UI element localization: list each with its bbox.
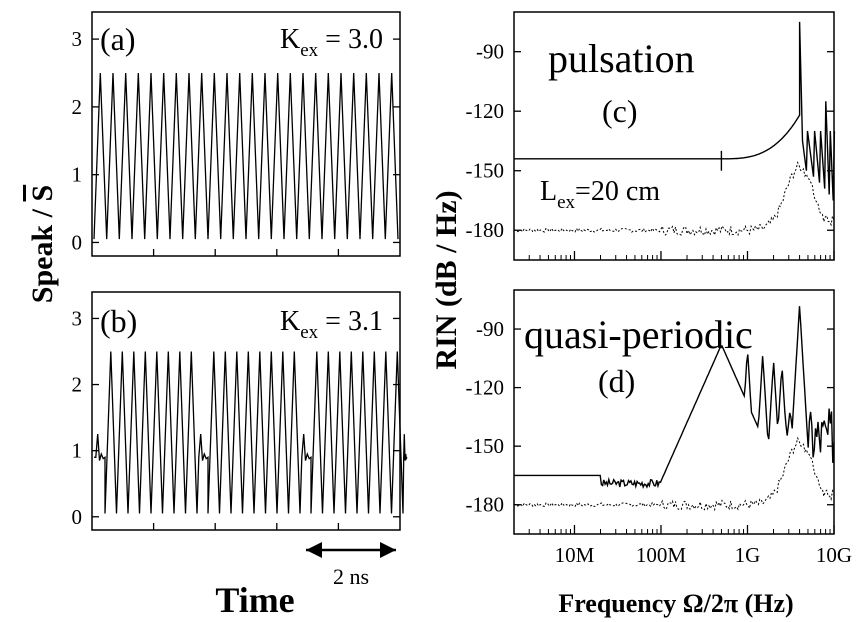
panel-c-series-solid bbox=[513, 21, 836, 201]
panel-c-l: L bbox=[540, 176, 557, 207]
panel-a-label: (a) bbox=[100, 21, 136, 57]
panel-c: -90 -120 -150 -180 pulsation (c) Lex=20 cm bbox=[466, 11, 836, 261]
panel-d-ytick-label: -90 bbox=[476, 317, 504, 341]
panel-a-ytick-label: 1 bbox=[72, 163, 83, 187]
panel-c-ytick-label: -120 bbox=[466, 99, 505, 123]
panel-b: 0 1 2 3 (b) Kex = 3.1 2 ns Time bbox=[72, 291, 408, 620]
panel-b-ytick-label: 1 bbox=[72, 439, 83, 463]
panel-c-ytick-label: -150 bbox=[466, 159, 505, 183]
left-ylabel-s: S bbox=[26, 185, 59, 202]
panel-d-ytick-label: -120 bbox=[466, 376, 505, 400]
panel-a-ytick-label: 2 bbox=[72, 95, 83, 119]
right-ylabel: RIN (dB / Hz) bbox=[430, 190, 463, 369]
panel-a-ytick-label: 3 bbox=[72, 27, 83, 51]
panel-d-ytick-label: -180 bbox=[466, 493, 505, 517]
panel-a: 0 1 2 3 (a) Kex = 3.0 bbox=[72, 11, 401, 257]
scale-bar-label: 2 ns bbox=[333, 564, 369, 589]
panel-b-series bbox=[93, 351, 408, 514]
panel-d-ticks: -90 -120 -150 -180 10M 100M 1G 10G bbox=[466, 317, 853, 567]
panel-d-ytick-label: -150 bbox=[466, 434, 505, 458]
panel-c-series-dotted bbox=[513, 161, 835, 237]
panel-c-ytick-label: -180 bbox=[466, 218, 505, 242]
panel-a-k: K bbox=[280, 24, 300, 55]
panel-d-xtick-label: 10M bbox=[555, 543, 595, 567]
panel-d-label: (d) bbox=[598, 363, 635, 399]
panel-a-ytick-label: 0 bbox=[72, 230, 83, 254]
left-xlabel: Time bbox=[215, 580, 294, 620]
panel-a-series bbox=[93, 72, 399, 240]
panel-c-l-value: =20 cm bbox=[575, 176, 660, 207]
panel-a-kex: Kex = 3.0 bbox=[280, 24, 383, 61]
panel-d-xtick-label: 10G bbox=[816, 543, 852, 567]
panel-b-kex: Kex = 3.1 bbox=[280, 306, 383, 343]
panel-c-label: (c) bbox=[602, 93, 638, 129]
panel-b-yticks: 0 1 2 3 bbox=[72, 306, 400, 530]
right-xlabel: Frequency Ω/2π (Hz) bbox=[558, 589, 793, 618]
panel-d-series-solid bbox=[514, 306, 835, 490]
scale-bar: 2 ns bbox=[306, 542, 396, 589]
left-ylabel: Speak / S bbox=[26, 185, 59, 303]
panel-c-lex: Lex=20 cm bbox=[540, 176, 660, 213]
left-ylabel-main: Speak / bbox=[26, 201, 59, 303]
panel-a-k-value: = 3.0 bbox=[318, 24, 383, 55]
panel-a-yticks: 0 1 2 3 bbox=[72, 27, 400, 256]
panel-d: -90 -120 -150 -180 10M 100M 1G 10G quasi-period… bbox=[466, 289, 853, 618]
panel-b-k: K bbox=[280, 306, 300, 337]
panel-b-ytick-label: 2 bbox=[72, 373, 83, 397]
panel-b-ytick-label: 0 bbox=[72, 505, 83, 529]
panel-d-series-dotted bbox=[513, 436, 835, 512]
panel-d-frame bbox=[513, 289, 835, 535]
panel-c-l-sub: ex bbox=[557, 192, 575, 213]
panel-c-title: pulsation bbox=[548, 36, 695, 81]
panel-d-xtick-label: 1G bbox=[735, 543, 761, 567]
panel-d-xtick-label: 100M bbox=[636, 543, 687, 567]
panel-a-frame bbox=[91, 11, 401, 257]
panel-a-k-sub: ex bbox=[300, 40, 318, 61]
panel-b-ytick-label: 3 bbox=[72, 306, 83, 330]
svg-text:Speak / S: Speak / S bbox=[26, 185, 59, 303]
panel-b-k-value: = 3.1 bbox=[318, 306, 383, 337]
panel-b-k-sub: ex bbox=[300, 322, 318, 343]
panel-c-yticks: -90 -120 -150 -180 bbox=[466, 40, 835, 260]
panel-d-title: quasi-periodic bbox=[524, 312, 753, 357]
panel-b-label: (b) bbox=[100, 303, 137, 339]
right-ylabel-text: RIN (dB / Hz) bbox=[430, 190, 463, 369]
panel-c-ytick-label: -90 bbox=[476, 40, 504, 64]
